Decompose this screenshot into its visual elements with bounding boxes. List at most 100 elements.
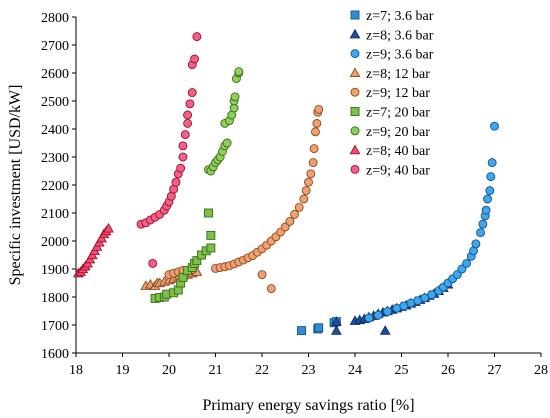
data-point bbox=[297, 326, 306, 336]
legend-label: z=7; 3.6 bar bbox=[366, 9, 434, 24]
x-tick-label: 26 bbox=[441, 363, 455, 378]
legend-marker bbox=[350, 10, 360, 20]
legend-marker bbox=[350, 49, 360, 59]
legend-marker bbox=[349, 28, 361, 39]
data-point bbox=[427, 290, 437, 300]
x-tick-label: 19 bbox=[116, 363, 130, 378]
legend-item: z=9; 40 bar bbox=[350, 163, 430, 178]
data-point bbox=[183, 118, 193, 128]
legend-label: z=9; 12 bar bbox=[366, 86, 430, 101]
y-tick-label: 2500 bbox=[41, 95, 69, 110]
data-point bbox=[206, 230, 216, 240]
data-point bbox=[314, 323, 324, 333]
legend-item: z=9; 3.6 bar bbox=[350, 48, 434, 63]
legend-marker bbox=[350, 126, 360, 136]
data-point bbox=[180, 130, 190, 140]
y-tick-label: 1600 bbox=[41, 347, 69, 362]
data-point bbox=[373, 310, 383, 320]
data-point bbox=[183, 110, 193, 120]
data-point bbox=[222, 138, 232, 148]
y-tick-label: 2000 bbox=[41, 235, 69, 250]
series-5 bbox=[164, 104, 324, 294]
data-point bbox=[490, 121, 499, 131]
data-point bbox=[178, 152, 188, 162]
data-point bbox=[103, 222, 114, 233]
y-tick-label: 2300 bbox=[41, 151, 69, 166]
legend-label: z=8; 12 bar bbox=[366, 67, 430, 82]
data-point bbox=[311, 127, 320, 137]
legend-item: z=7; 20 bar bbox=[350, 106, 430, 121]
legend-label: z=8; 40 bar bbox=[366, 144, 430, 159]
data-point bbox=[486, 172, 496, 182]
legend-marker bbox=[350, 107, 360, 116]
legend-marker bbox=[350, 87, 360, 97]
data-point bbox=[462, 258, 472, 268]
data-point bbox=[285, 216, 295, 226]
data-point bbox=[178, 141, 188, 151]
data-point bbox=[478, 219, 488, 229]
legend-item: z=7; 3.6 bar bbox=[350, 9, 434, 24]
data-point bbox=[234, 67, 244, 77]
y-tick-label: 1700 bbox=[41, 319, 69, 334]
data-point bbox=[280, 222, 290, 232]
data-point bbox=[204, 208, 213, 218]
x-tick-label: 23 bbox=[302, 363, 316, 378]
data-point bbox=[308, 158, 318, 168]
y-tick-label: 1800 bbox=[41, 291, 69, 306]
data-point bbox=[190, 54, 200, 64]
data-point bbox=[312, 118, 322, 128]
x-tick-label: 18 bbox=[69, 363, 83, 378]
data-point bbox=[306, 169, 316, 179]
data-point bbox=[299, 194, 309, 204]
legend-label: z=9; 40 bar bbox=[366, 163, 430, 178]
y-tick-label: 2700 bbox=[41, 39, 69, 54]
data-point bbox=[294, 202, 304, 212]
data-points bbox=[72, 32, 499, 336]
data-point bbox=[171, 177, 181, 187]
legend-item: z=9; 20 bar bbox=[350, 125, 430, 140]
legend-item: z=9; 12 bar bbox=[350, 86, 430, 101]
data-point bbox=[452, 270, 462, 280]
series-7 bbox=[204, 67, 244, 176]
y-tick-label: 2400 bbox=[41, 123, 69, 138]
y-tick-label: 2600 bbox=[41, 67, 69, 82]
data-point bbox=[481, 205, 491, 215]
data-point bbox=[304, 177, 313, 187]
legend-marker bbox=[349, 67, 361, 78]
data-point bbox=[309, 144, 319, 154]
data-point bbox=[257, 270, 267, 280]
data-point bbox=[148, 258, 158, 268]
data-point bbox=[379, 325, 391, 335]
data-point bbox=[471, 239, 481, 249]
data-point bbox=[487, 158, 497, 168]
data-point bbox=[192, 32, 202, 42]
data-point bbox=[176, 163, 186, 173]
data-point bbox=[485, 186, 495, 196]
plot-area: 18 19 20 21 22 23 24 25 26 27 28 1600 1700 1800 1900 2… bbox=[41, 11, 548, 378]
legend-item: z=8; 40 bar bbox=[349, 144, 430, 159]
y-axis-ticks: 1600 1700 1800 1900 2000 2100 2200 2300 2400 2500… bbox=[41, 11, 76, 362]
series-8 bbox=[72, 222, 114, 278]
data-point bbox=[290, 209, 299, 219]
legend-item: z=8; 12 bar bbox=[349, 67, 430, 82]
x-axis-ticks: 18 19 20 21 22 23 24 25 26 27 28 bbox=[69, 353, 548, 378]
legend-item: z=8; 3.6 bar bbox=[349, 28, 434, 43]
series-3 bbox=[364, 121, 499, 323]
y-tick-label: 2100 bbox=[41, 207, 69, 222]
data-point bbox=[192, 256, 202, 266]
data-point bbox=[230, 92, 240, 102]
series-6 bbox=[150, 208, 216, 303]
data-point bbox=[364, 313, 374, 323]
data-point bbox=[457, 264, 467, 274]
x-tick-label: 22 bbox=[255, 363, 269, 378]
x-tick-label: 27 bbox=[488, 363, 502, 378]
y-tick-label: 2800 bbox=[41, 11, 69, 26]
data-point bbox=[187, 88, 197, 98]
series-9 bbox=[136, 32, 202, 268]
x-tick-label: 28 bbox=[534, 363, 548, 378]
series-2 bbox=[331, 278, 454, 335]
x-tick-label: 21 bbox=[209, 363, 223, 378]
data-point bbox=[301, 186, 311, 196]
data-point bbox=[185, 99, 195, 109]
legend: z=7; 3.6 bar z=8; 3.6 bar z=9; 3.6 bar z=8;… bbox=[349, 9, 434, 178]
